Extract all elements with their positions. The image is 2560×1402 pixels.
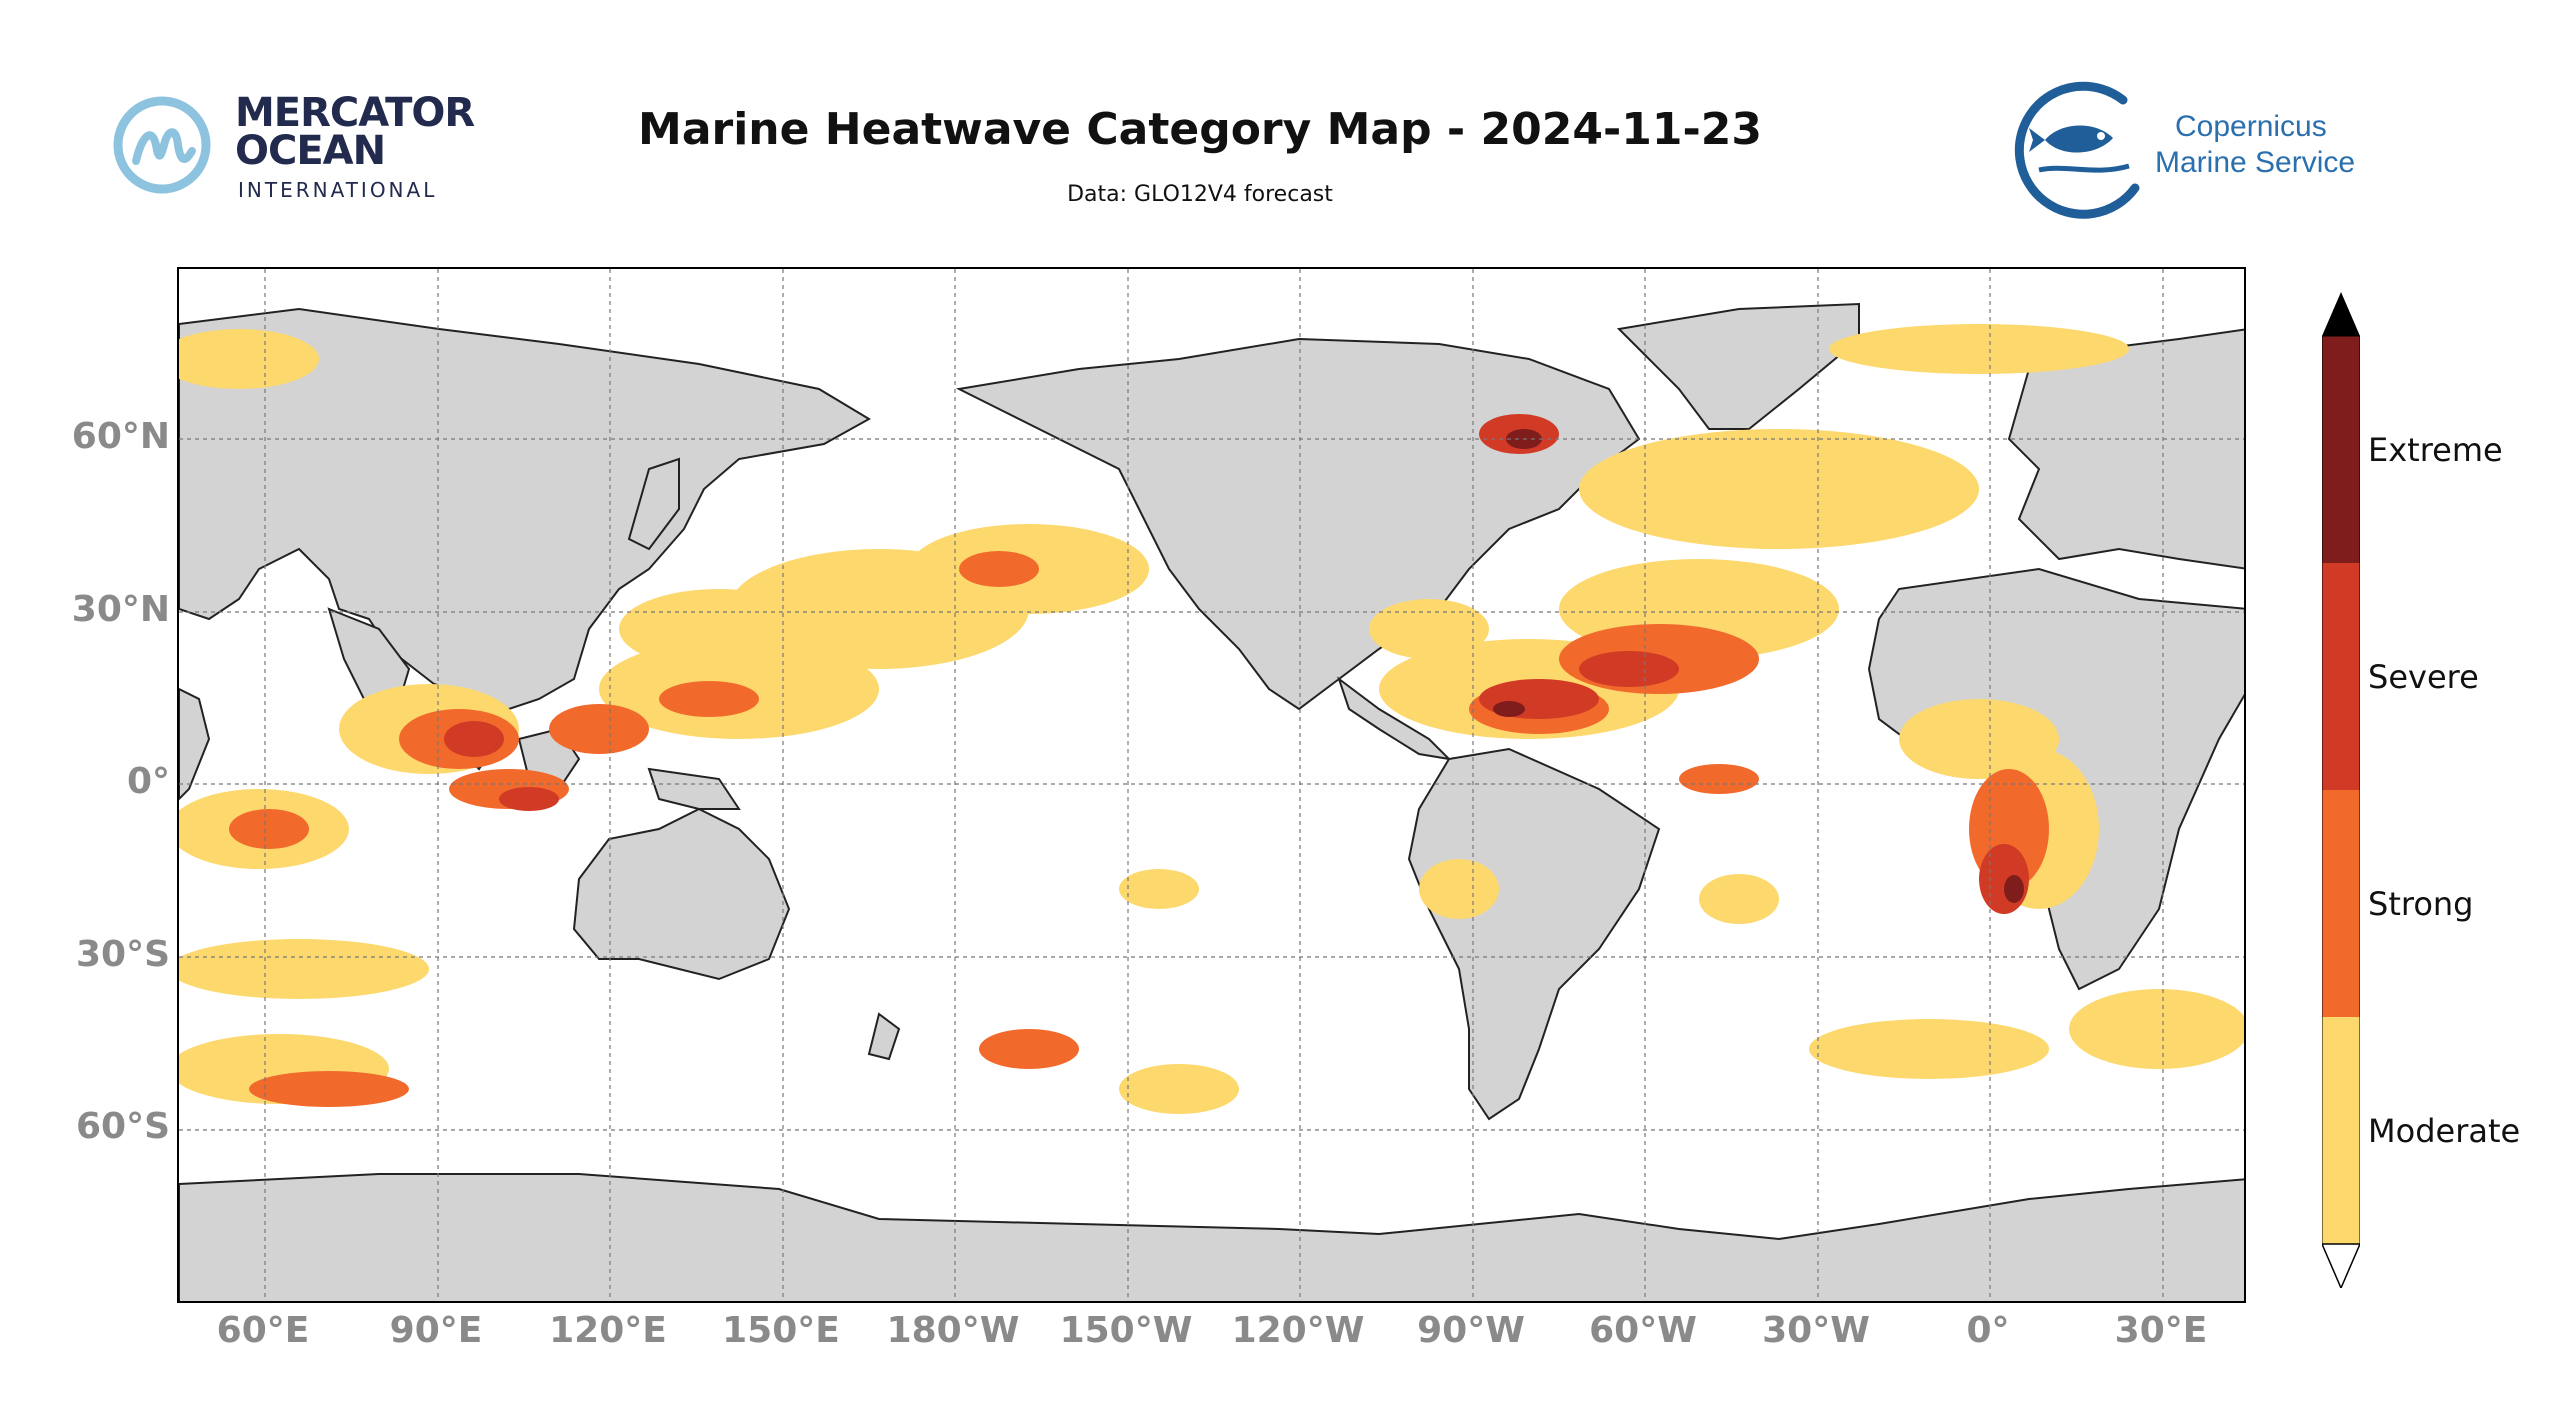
europe-land	[2007, 328, 2244, 570]
lat-label-60n: 60°N	[71, 416, 170, 457]
greenland-land	[1616, 302, 1860, 430]
land-layer	[179, 302, 2244, 1301]
map-subtitle: Data: GLO12V4 forecast	[1067, 182, 1333, 207]
mercator-logo-line1: MERCATOR	[235, 90, 475, 136]
mercator-logo-line2: OCEAN	[235, 128, 386, 174]
legend-label-extreme: Extreme	[2368, 431, 2503, 469]
copernicus-logo-line2: Marine Service	[2155, 146, 2356, 179]
antarctica-land	[179, 1173, 2244, 1301]
lon-label-150e: 150°E	[722, 1310, 840, 1351]
lon-label-30w: 30°W	[1762, 1310, 1870, 1351]
lat-label-30s: 30°S	[75, 934, 170, 975]
central-america-land	[1337, 676, 1452, 761]
copernicus-marine-logo: Copernicus Marine Service	[2005, 70, 2375, 220]
colorbar-strong	[2322, 790, 2360, 1017]
lon-label-90w: 90°W	[1417, 1310, 1525, 1351]
lon-label-120e: 120°E	[549, 1310, 667, 1351]
colorbar-severe	[2322, 563, 2360, 790]
mercator-wave-icon	[113, 96, 211, 194]
legend-colorbar	[2322, 292, 2360, 1288]
lat-label-0: 0°	[126, 761, 170, 802]
new-guinea-land	[647, 767, 741, 810]
asia-land	[179, 307, 871, 711]
japan-land	[627, 457, 680, 551]
africa-east-land	[179, 687, 211, 801]
new-zealand-land	[867, 1012, 901, 1061]
colorbar-extreme	[2322, 336, 2360, 563]
colorbar-moderate	[2322, 1017, 2360, 1244]
lat-label-30n: 30°N	[71, 589, 170, 630]
graticule	[179, 269, 2244, 1301]
legend-label-severe: Severe	[2368, 658, 2479, 696]
lon-label-30e: 30°E	[2114, 1310, 2208, 1351]
lon-label-180w: 180°W	[886, 1310, 1020, 1351]
mercator-logo-line3: INTERNATIONAL	[238, 178, 438, 202]
lon-label-120w: 120°W	[1231, 1310, 1365, 1351]
mercator-ocean-logo: MERCATOR OCEAN INTERNATIONAL	[112, 90, 492, 210]
lon-label-60e: 60°E	[216, 1310, 310, 1351]
legend-label-strong: Strong	[2368, 885, 2474, 923]
lon-label-60w: 60°W	[1589, 1310, 1697, 1351]
south-america-land	[1407, 747, 1661, 1121]
map-canvas	[179, 269, 2244, 1301]
australia-land	[572, 807, 791, 981]
copernicus-fish-icon	[2014, 81, 2140, 219]
lon-label-90e: 90°E	[389, 1310, 483, 1351]
lon-label-150w: 150°W	[1059, 1310, 1193, 1351]
colorbar-max-extension	[2322, 292, 2360, 336]
copernicus-logo-line1: Copernicus	[2175, 110, 2327, 143]
legend-label-moderate: Moderate	[2368, 1112, 2521, 1150]
map-title: Marine Heatwave Category Map - 2024-11-2…	[638, 104, 1762, 155]
colorbar-min-extension	[2322, 1243, 2360, 1288]
heatwave-map	[177, 267, 2246, 1303]
lat-label-60s: 60°S	[75, 1106, 170, 1147]
lon-label-0: 0°	[1966, 1310, 2010, 1351]
